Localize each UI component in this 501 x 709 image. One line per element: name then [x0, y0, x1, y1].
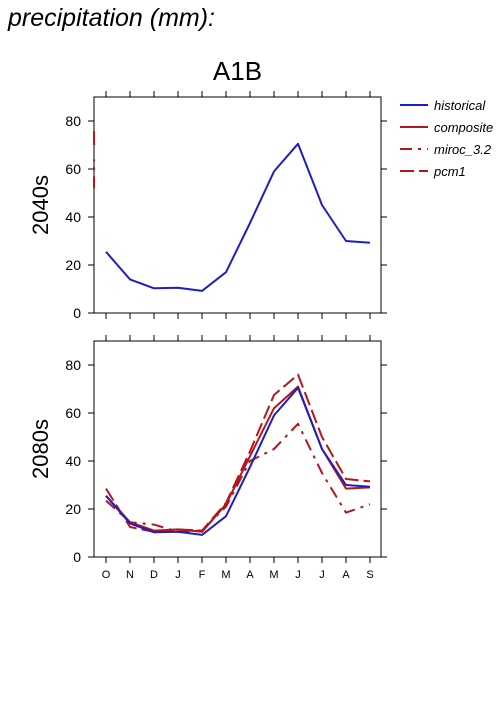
- month-label: M: [269, 569, 278, 581]
- month-label: N: [126, 569, 134, 581]
- panel-2-row-label: 2080s: [28, 419, 53, 479]
- legend-label-composite: composite: [434, 120, 493, 135]
- month-label: J: [295, 569, 301, 581]
- panel-1-row-label: 2040s: [28, 175, 53, 235]
- legend-label-historical: historical: [434, 98, 486, 113]
- panel-2-frame: [93, 340, 382, 558]
- panel-1-ytick-label: 60: [65, 161, 81, 177]
- panel-1-ytick-label: 40: [65, 209, 81, 225]
- panel-2-series-composite: [105, 385, 371, 533]
- panel-2-ytick-label: 40: [65, 453, 81, 469]
- month-label: F: [199, 569, 206, 581]
- panel-2-ytick-label: 0: [73, 549, 81, 565]
- panel-2-ytick-label: 20: [65, 501, 81, 517]
- panel-2-series-historical: [105, 386, 371, 536]
- panel-1-ytick-label: 0: [73, 305, 81, 321]
- scenario-title: A1B: [213, 56, 262, 86]
- panel-1-frame: [93, 96, 382, 314]
- panel-2-series-pcm1: [105, 373, 371, 533]
- panel-2-series-miroc-3-2: [105, 422, 371, 533]
- month-label: M: [221, 569, 230, 581]
- panel-1-ytick-label: 20: [65, 257, 81, 273]
- legend-label-pcm1: pcm1: [433, 164, 466, 179]
- month-label: A: [342, 569, 350, 581]
- panel-1-series-historical: [105, 142, 371, 292]
- month-label: J: [319, 569, 325, 581]
- month-label: J: [175, 569, 181, 581]
- panel-2-ytick-label: 60: [65, 405, 81, 421]
- month-label: D: [150, 569, 158, 581]
- legend-label-miroc-3-2: miroc_3.2: [434, 142, 492, 157]
- panel-2-ytick-label: 80: [65, 357, 81, 373]
- month-label: S: [366, 569, 373, 581]
- month-label: O: [102, 569, 111, 581]
- panel-1-ytick-label: 80: [65, 113, 81, 129]
- page-title: precipitation (mm):: [8, 4, 215, 32]
- month-label: A: [246, 569, 254, 581]
